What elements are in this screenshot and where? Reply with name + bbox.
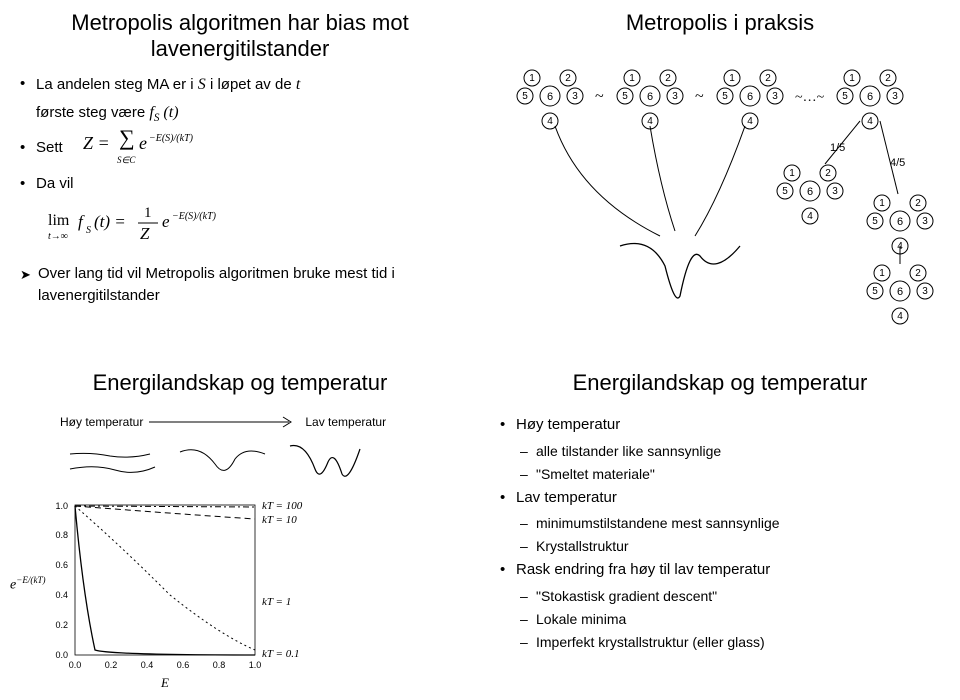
svg-text:0.4: 0.4: [141, 660, 154, 670]
br-bullet-l2: alle tilstander like sannsynlige: [520, 441, 940, 462]
tl-bullet-davil: Da vil: [20, 173, 460, 196]
svg-text:∑: ∑: [119, 127, 135, 150]
bl-temp-row: Høy temperatur Lav temperatur: [60, 414, 460, 430]
svg-text:0.8: 0.8: [213, 660, 226, 670]
tl-bullet-1b: første steg være fS (t): [36, 101, 460, 127]
svg-text:e: e: [139, 133, 147, 153]
bl-chart: 0.0 0.2 0.4 0.6 0.8 1.0 0.0 0.2 0.4 0.6 …: [20, 495, 320, 695]
bl-chart-wrap: 0.0 0.2 0.4 0.6 0.8 1.0 0.0 0.2 0.4 0.6 …: [20, 495, 460, 700]
br-bullet-l2: minimumstilstandene mest sannsynlige: [520, 513, 940, 534]
svg-text:0.0: 0.0: [55, 650, 68, 660]
svg-text:E: E: [160, 675, 169, 690]
svg-text:~: ~: [595, 88, 604, 105]
bl-ylabel: e−E/(kT): [10, 575, 46, 594]
svg-text:S: S: [86, 225, 91, 236]
bl-title: Energilandskap og temperatur: [20, 370, 460, 396]
svg-text:~…~: ~…~: [795, 90, 825, 105]
tl-title: Metropolis algoritmen har bias mot laven…: [20, 10, 460, 63]
svg-text:0.0: 0.0: [69, 660, 82, 670]
tl-arrow-bullet: Over lang tid vil Metropolis algoritmen …: [20, 263, 460, 308]
tl-lim-formula: lim t→∞ f S (t) = 1 Z e −E(S)/(kT): [48, 199, 460, 257]
label-lo: Lav temperatur: [305, 415, 386, 429]
br-bullet-l1: Rask endring fra høy til lav temperatur: [500, 559, 940, 582]
svg-text:t→∞: t→∞: [48, 231, 68, 242]
svg-text:S∈C: S∈C: [117, 155, 136, 165]
svg-text:Z =: Z =: [83, 133, 110, 153]
br-bullet-l2: Krystallstruktur: [520, 536, 940, 557]
svg-text:4/5: 4/5: [890, 157, 905, 169]
top-left-panel: Metropolis algoritmen har bias mot laven…: [20, 10, 460, 308]
svg-text:lim: lim: [48, 212, 70, 229]
svg-text:−E(S)/(kT): −E(S)/(kT): [149, 133, 194, 144]
bottom-right-panel: Energilandskap og temperatur Høy tempera…: [500, 370, 940, 655]
svg-text:(t) =: (t) =: [94, 212, 126, 231]
br-bullet-l1: Høy temperatur: [500, 414, 940, 437]
br-title: Energilandskap og temperatur: [500, 370, 940, 396]
bl-landscape-sketches: [20, 434, 460, 484]
sett-formula: Z = ∑ S∈C e −E(S)/(kT): [83, 127, 243, 169]
arrow-icon: [149, 414, 299, 430]
svg-text:1.0: 1.0: [249, 660, 262, 670]
label-hi: Høy temperatur: [60, 415, 143, 429]
svg-text:0.2: 0.2: [105, 660, 118, 670]
svg-text:−E(S)/(kT): −E(S)/(kT): [172, 211, 217, 222]
svg-text:kT = 1: kT = 1: [262, 596, 291, 608]
svg-text:kT = 10: kT = 10: [262, 514, 297, 526]
tl-bullets: La andelen steg MA er i S i løpet av de …: [20, 73, 460, 308]
br-bullet-l1: Lav temperatur: [500, 487, 940, 510]
br-bullet-l2: Lokale minima: [520, 609, 940, 630]
svg-text:f: f: [78, 212, 85, 231]
svg-text:0.8: 0.8: [55, 530, 68, 540]
br-bullet-l2: "Smeltet materiale": [520, 464, 940, 485]
tl-bullet-1: La andelen steg MA er i S i løpet av de …: [20, 73, 460, 97]
tr-title: Metropolis i praksis: [500, 10, 940, 36]
br-bullet-list: Høy temperatur alle tilstander like sanns…: [500, 414, 940, 653]
svg-text:0.4: 0.4: [55, 590, 68, 600]
bottom-left-panel: Energilandskap og temperatur Høy tempera…: [20, 370, 460, 700]
svg-text:0.2: 0.2: [55, 620, 68, 630]
svg-text:e: e: [162, 212, 170, 231]
top-right-panel: Metropolis i praksis 6 1 2 3 4 5 ~ ~ ~…~…: [500, 10, 940, 331]
br-bullet-l2: "Stokastisk gradient descent": [520, 586, 940, 607]
svg-text:~: ~: [695, 88, 704, 105]
svg-text:0.6: 0.6: [55, 560, 68, 570]
tr-diagram: 6 1 2 3 4 5 ~ ~ ~…~ 1/5 4/5: [500, 46, 940, 326]
svg-text:1.0: 1.0: [55, 501, 68, 511]
br-bullet-l2: Imperfekt krystallstruktur (eller glass): [520, 632, 940, 653]
svg-text:kT = 0.1: kT = 0.1: [262, 648, 299, 660]
svg-text:kT = 100: kT = 100: [262, 500, 303, 512]
tl-bullet-sett: Sett Z = ∑ S∈C e −E(S)/(kT): [20, 127, 460, 169]
svg-text:0.6: 0.6: [177, 660, 190, 670]
svg-text:1: 1: [144, 205, 152, 221]
svg-text:Z: Z: [140, 224, 150, 243]
